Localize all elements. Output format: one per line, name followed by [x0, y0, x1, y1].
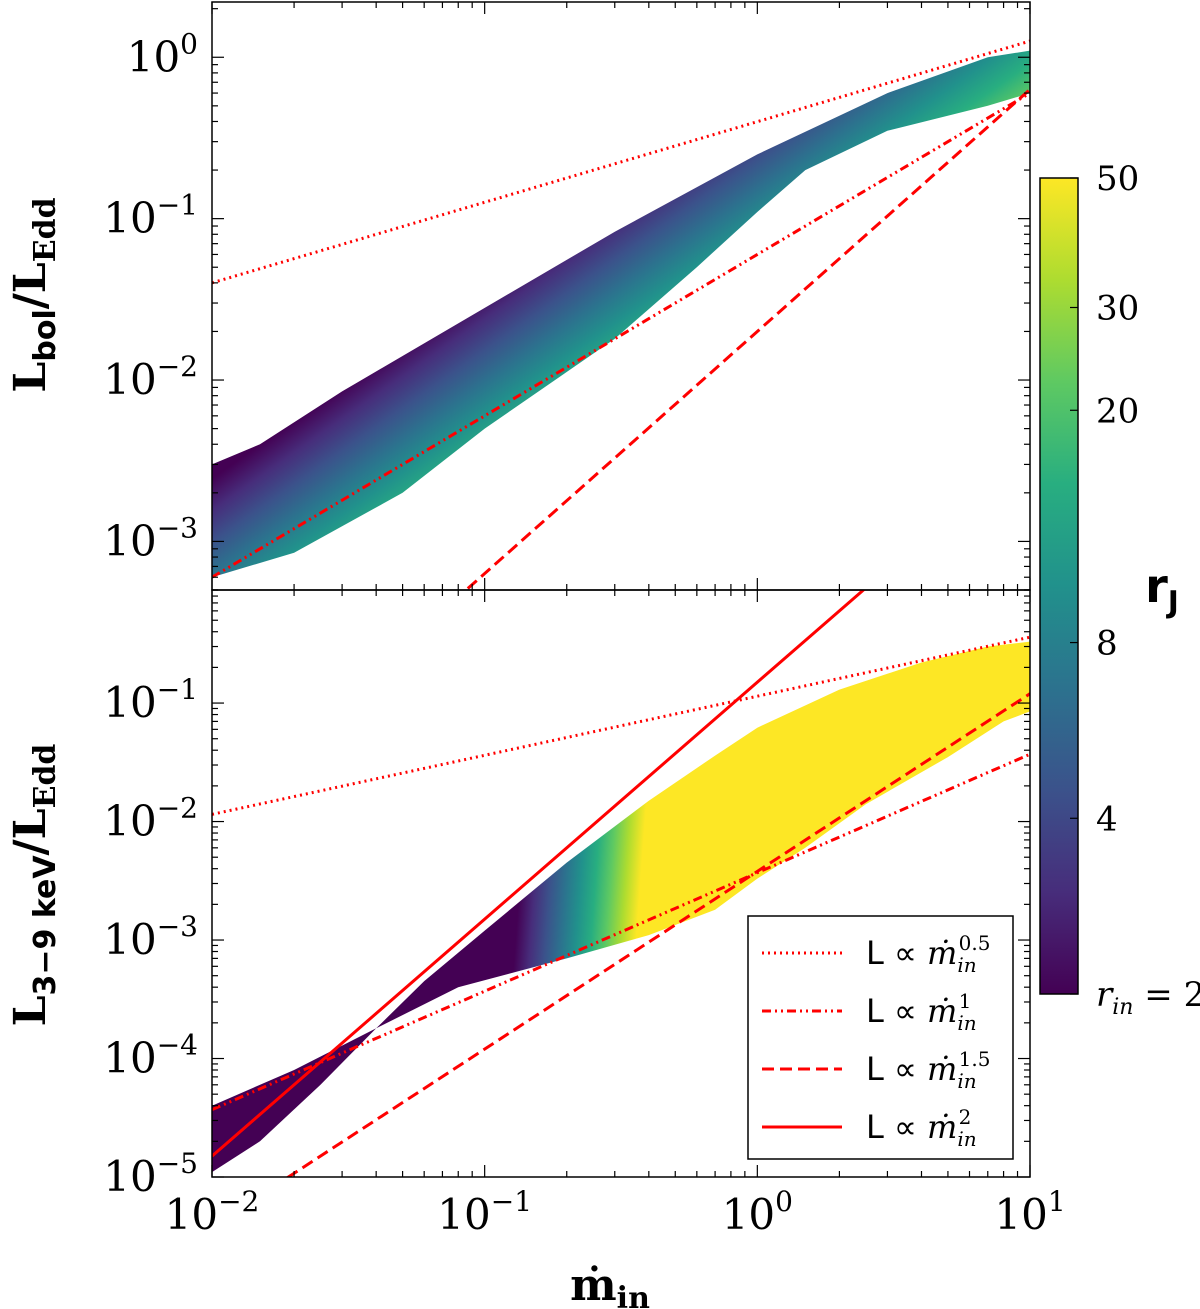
- top-panel: 10−3 10−2 10−1 100 Lbol/LEdd: [5, 1, 1031, 591]
- bottom-panel-band: [212, 641, 1030, 1173]
- bottom-panel-ticks: 10−5 10−4 10−3 10−2 10−1 10−2 10−1 100 101: [103, 589, 1066, 1239]
- top-panel-y-axis-label: Lbol/LEdd: [5, 197, 63, 392]
- y-tick-label: 10−3: [103, 511, 198, 565]
- x-tick-label: 100: [722, 1185, 793, 1239]
- colorbar-tick-label: 4: [1096, 799, 1118, 839]
- x-tick-label: 10−1: [437, 1185, 532, 1239]
- colorbar-gradient: [1039, 177, 1079, 995]
- bottom-panel-y-axis-label: L3−9 keV/LEdd: [5, 744, 63, 1027]
- power-law-line-dashdotdot: [212, 752, 1030, 1112]
- power-law-line-dashdotdot: [212, 91, 1030, 579]
- legend-label: L ∝ ṁin0.5: [866, 931, 990, 977]
- bottom-panel-lines: [212, 590, 1030, 1177]
- x-axis-label: ṁin: [570, 1260, 650, 1309]
- luminosity-band: [212, 50, 1030, 578]
- colorbar: rin = 2 4 8 20 30 50 rJ: [1039, 159, 1200, 1020]
- bottom-panel: 10−5 10−4 10−3 10−2 10−1 10−2 10−1 100 101 L3−9 …: [5, 589, 1066, 1309]
- top-panel-lines: [212, 39, 1030, 590]
- power-law-line-dashed: [463, 88, 1030, 590]
- y-tick-label: 10−4: [103, 1029, 198, 1083]
- top-panel-band: [212, 50, 1030, 578]
- power-law-line-dotted: [212, 39, 1030, 285]
- power-law-line-dashed: [285, 692, 1030, 1177]
- x-tick-label: 10−2: [165, 1185, 260, 1239]
- legend-label: L ∝ ṁin2: [866, 1105, 977, 1151]
- legend: L ∝ ṁin0.5 L ∝ ṁin1 L ∝ ṁin1.5 L ∝ ṁin2: [747, 915, 1014, 1160]
- y-tick-label: 10−1: [103, 189, 198, 243]
- colorbar-ticks: rin = 2 4 8 20 30 50: [1070, 159, 1200, 1020]
- luminosity-band: [212, 641, 1030, 1173]
- y-tick-label: 100: [127, 27, 198, 81]
- top-panel-ticks: 10−3 10−2 10−1 100: [103, 2, 1031, 591]
- colorbar-tick-label: 20: [1096, 391, 1139, 431]
- colorbar-label: rJ: [1145, 559, 1179, 620]
- y-tick-label: 10−3: [103, 910, 198, 964]
- power-law-line-dotted: [212, 635, 1030, 816]
- colorbar-tick-label: 30: [1096, 288, 1139, 328]
- legend-label: L ∝ ṁin1.5: [866, 1047, 990, 1093]
- legend-label: L ∝ ṁin1: [866, 989, 977, 1035]
- y-tick-label: 10−5: [103, 1147, 198, 1201]
- legend-box: [747, 915, 1014, 1160]
- y-tick-label: 10−2: [103, 792, 198, 846]
- y-tick-label: 10−1: [103, 673, 198, 727]
- power-law-line-solid: [212, 590, 866, 1158]
- x-tick-label: 101: [994, 1185, 1065, 1239]
- colorbar-tick-label: rin = 2: [1096, 975, 1200, 1020]
- y-tick-label: 10−2: [103, 350, 198, 404]
- colorbar-tick-label: 50: [1096, 159, 1139, 199]
- colorbar-tick-label: 8: [1096, 624, 1118, 664]
